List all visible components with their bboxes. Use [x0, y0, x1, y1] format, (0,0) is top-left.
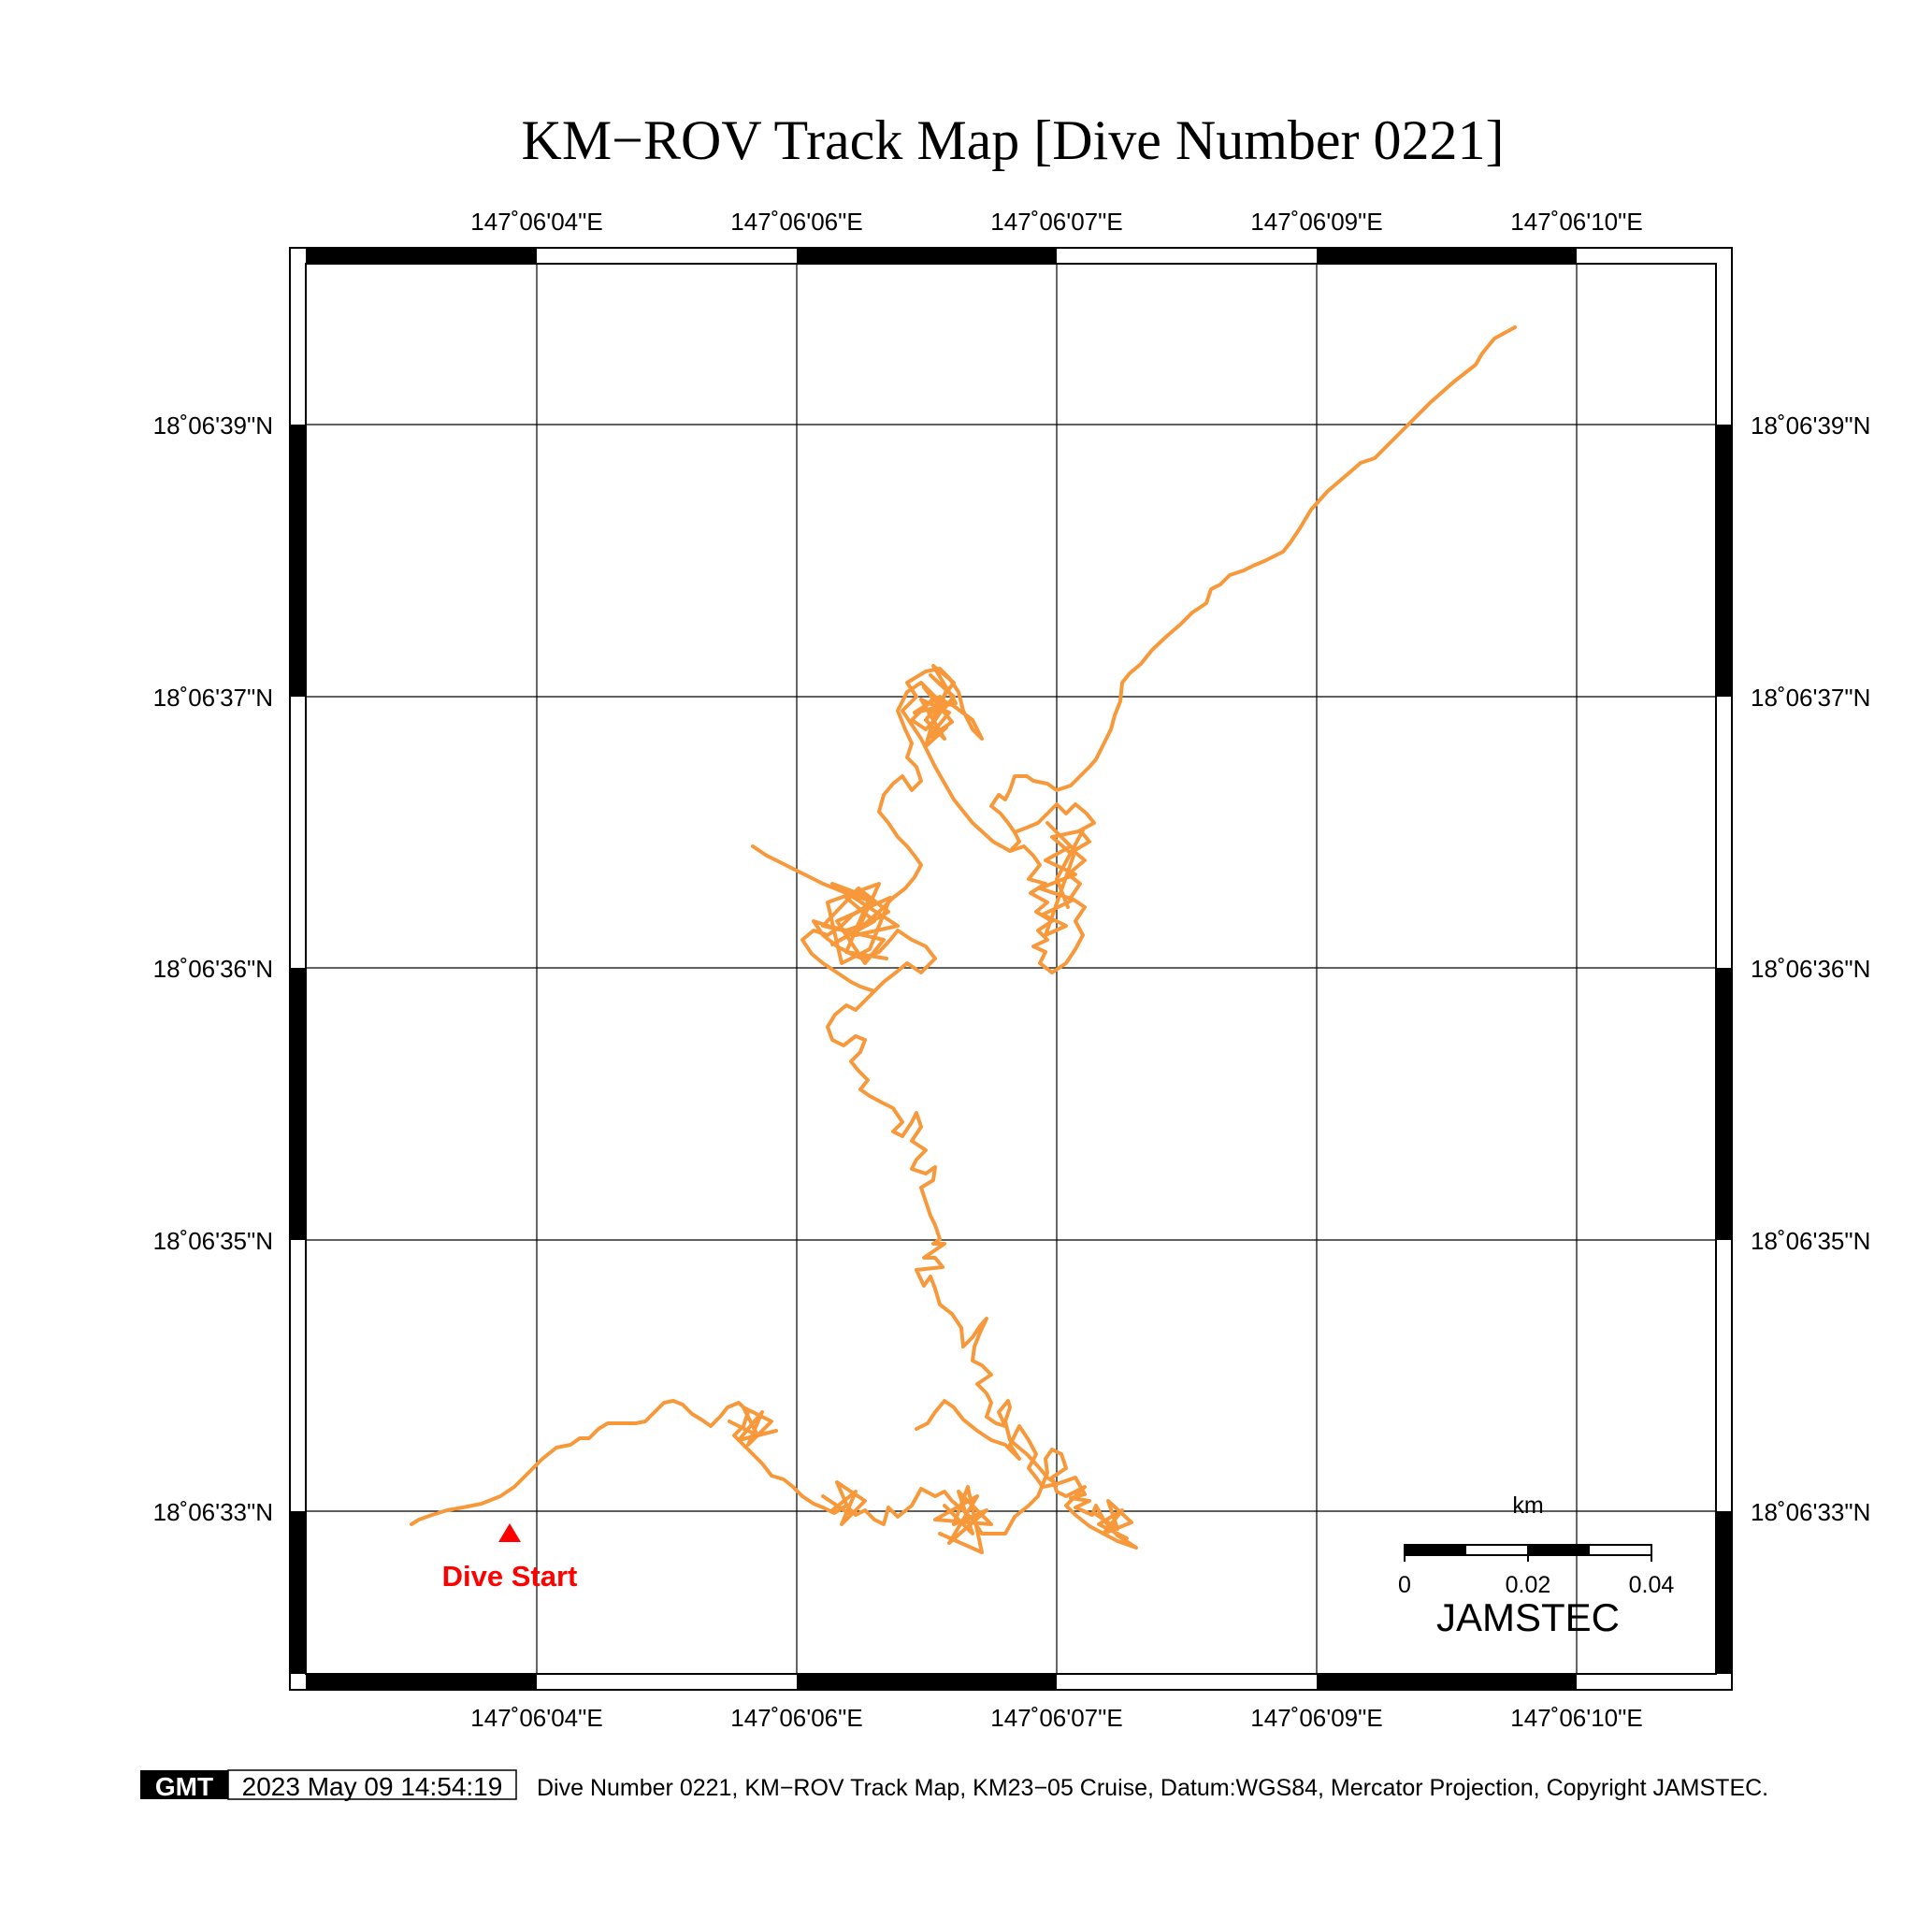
track-scribble-west: [821, 882, 900, 965]
dive-start-marker: Dive Start: [442, 1523, 578, 1593]
track-scribble-southeast: [1092, 1499, 1133, 1540]
lat-label-right: 18˚06'39"N: [1751, 411, 1870, 440]
lon-label-bottom: 147˚06'06"E: [730, 1704, 862, 1732]
scale-tick-label: 0.02: [1506, 1572, 1551, 1598]
lon-label-top: 147˚06'07"E: [990, 208, 1122, 236]
lat-label-left: 18˚06'39"N: [153, 411, 273, 440]
track-scribble-southwest: [728, 1406, 778, 1447]
track-segment-main: [989, 325, 1517, 853]
track-scribble-mid: [821, 1480, 867, 1526]
rov-track: [410, 325, 1517, 1554]
track-scribble-south: [933, 1485, 993, 1554]
map-frame: [289, 247, 1733, 1691]
map-title: KM−ROV Track Map [Dive Number 0221]: [522, 109, 1505, 171]
lon-label-bottom: 147˚06'09"E: [1250, 1704, 1382, 1732]
track-scribble-north: [913, 664, 958, 748]
track-segment-south-cluster: [980, 1448, 1138, 1550]
footer: GMT 2023 May 09 14:54:19 Dive Number 022…: [140, 1769, 1768, 1801]
lon-label-top: 147˚06'06"E: [730, 208, 862, 236]
lat-label-right: 18˚06'35"N: [1751, 1227, 1870, 1255]
lat-label-right: 18˚06'36"N: [1751, 955, 1870, 983]
track-segment-east-cluster: [1008, 802, 1096, 974]
lat-label-left: 18˚06'33"N: [153, 1498, 273, 1526]
lon-label-top: 147˚06'10"E: [1510, 208, 1642, 236]
lat-label-right: 18˚06'37"N: [1751, 684, 1870, 712]
lat-label-left: 18˚06'36"N: [153, 955, 273, 983]
lon-label-top: 147˚06'09"E: [1250, 208, 1382, 236]
track-segment-north-cluster: [877, 667, 1012, 900]
gmt-logo-text: GMT: [155, 1772, 213, 1801]
lat-label-left: 18˚06'35"N: [153, 1227, 273, 1255]
lon-label-top: 147˚06'04"E: [470, 208, 602, 236]
scale-bar: km 0 0.02 0.04 JAMSTEC: [1398, 1492, 1674, 1639]
lat-label-right: 18˚06'33"N: [1751, 1498, 1870, 1526]
track-segment-south-descent: [826, 989, 1059, 1489]
gmt-logo-icon: [140, 1770, 228, 1799]
timestamp: 2023 May 09 14:54:19: [242, 1772, 503, 1801]
dive-start-label: Dive Start: [442, 1560, 578, 1593]
lon-label-bottom: 147˚06'10"E: [1510, 1704, 1642, 1732]
lon-label-bottom: 147˚06'04"E: [470, 1704, 602, 1732]
track-scribble-east: [1038, 821, 1085, 937]
track-segment-west-return: [410, 1399, 984, 1536]
scale-tick-label: 0.04: [1629, 1572, 1675, 1598]
brand-label: JAMSTEC: [1436, 1595, 1620, 1639]
scale-tick-label: 0: [1398, 1572, 1411, 1598]
graticule: [306, 264, 1716, 1674]
scale-unit-label: km: [1512, 1492, 1543, 1519]
start-triangle-icon: [498, 1523, 521, 1542]
frame-scale-bars: [290, 248, 1732, 1690]
lat-label-left: 18˚06'37"N: [153, 684, 273, 712]
map-caption: Dive Number 0221, KM−ROV Track Map, KM23…: [537, 1775, 1768, 1801]
lon-label-bottom: 147˚06'07"E: [990, 1704, 1122, 1732]
